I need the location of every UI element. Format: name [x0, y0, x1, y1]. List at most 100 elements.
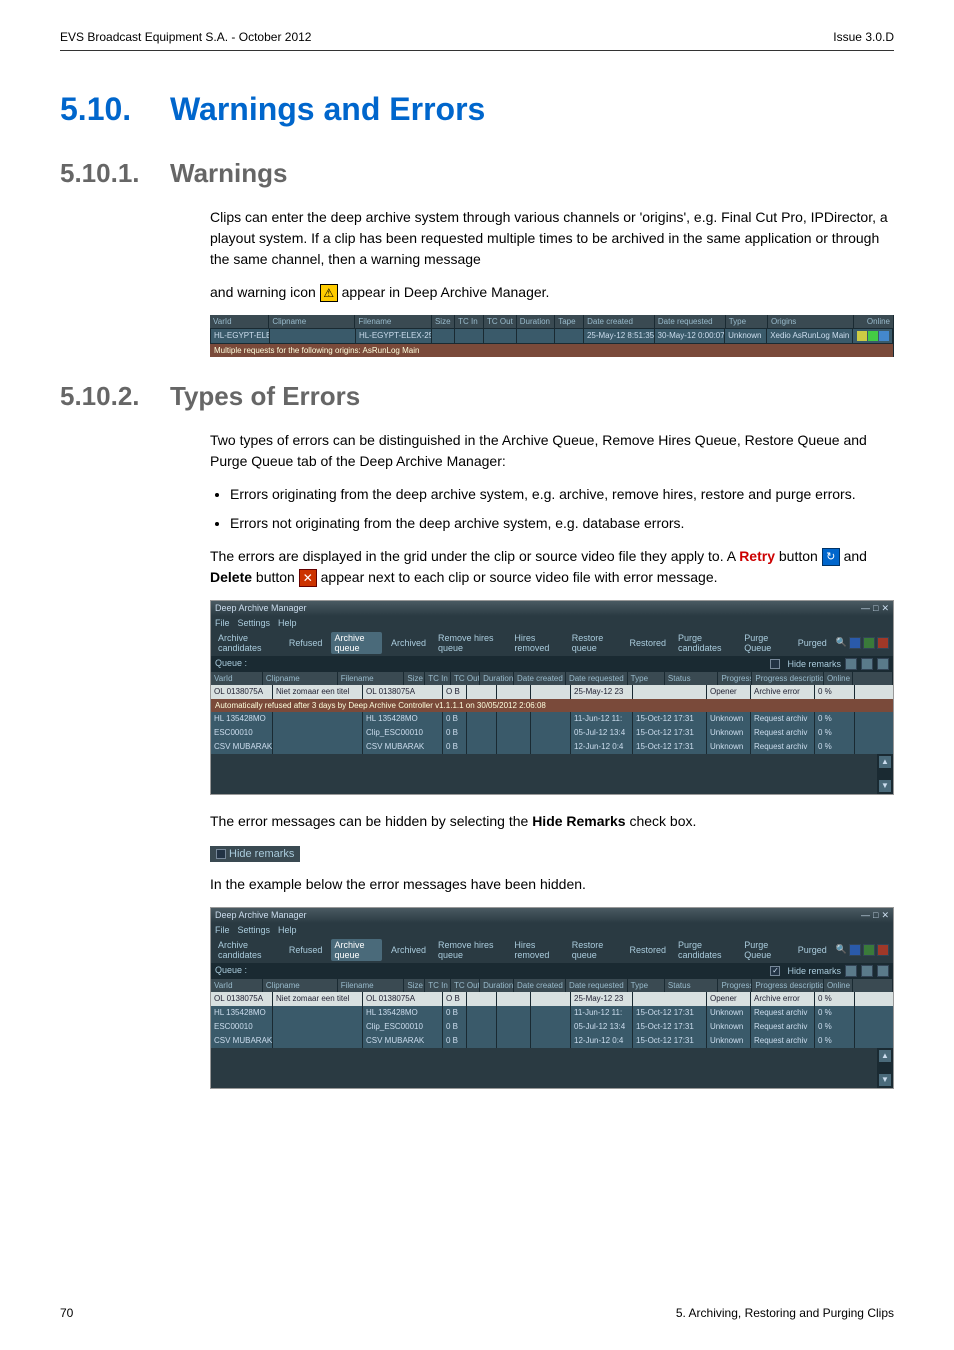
table-row[interactable]: HL 135428MOHL 135428MO0 B11-Jun-12 11:15…: [211, 1006, 894, 1020]
table-row[interactable]: CSV MUBARAKCSV MUBARAK0 B12-Jun-12 0:415…: [211, 740, 894, 754]
tab[interactable]: Hires removed: [511, 939, 562, 961]
col-header[interactable]: TC Out: [451, 979, 480, 992]
toolbar-icon[interactable]: [845, 965, 857, 977]
col-header[interactable]: Size: [404, 979, 425, 992]
tab[interactable]: Purged: [795, 637, 830, 649]
col-header[interactable]: Type: [628, 672, 665, 685]
scroll-up-icon[interactable]: ▲: [879, 1050, 891, 1062]
tab[interactable]: Purged: [795, 944, 830, 956]
toolbar-icon[interactable]: [861, 965, 873, 977]
tab[interactable]: Restore queue: [569, 632, 621, 654]
tab[interactable]: Archive candidates: [215, 632, 280, 654]
col-header[interactable]: Progress: [718, 979, 752, 992]
cell: 0 %: [815, 1034, 855, 1048]
tab[interactable]: Remove hires queue: [435, 632, 505, 654]
tab[interactable]: Archived: [388, 944, 429, 956]
col-header[interactable]: Online: [824, 672, 853, 685]
toolbar-icon[interactable]: [845, 658, 857, 670]
table-row[interactable]: OL 0138075ANiet zomaar een titelOL 01380…: [211, 992, 894, 1006]
col-header[interactable]: Type: [628, 979, 665, 992]
col-header[interactable]: Progress: [718, 672, 752, 685]
hide-remarks-checkbox[interactable]: [770, 659, 780, 669]
toolbar-icon[interactable]: [849, 944, 861, 956]
tab[interactable]: Purge candidates: [675, 632, 735, 654]
scroll-down-icon[interactable]: ▼: [879, 1074, 891, 1086]
minimize-icon[interactable]: —: [861, 910, 870, 920]
col-header[interactable]: VarId: [211, 979, 263, 992]
search-icon[interactable]: 🔍: [836, 637, 847, 649]
menu-item[interactable]: Help: [278, 925, 297, 935]
table-row[interactable]: HL 135428MOHL 135428MO0 B11-Jun-12 11:15…: [211, 712, 894, 726]
col-header[interactable]: Filename: [338, 979, 405, 992]
col-header[interactable]: [853, 672, 893, 685]
scrollbar[interactable]: ▲ ▼: [877, 754, 893, 794]
tab[interactable]: Purge candidates: [675, 939, 735, 961]
col-header[interactable]: Clipname: [263, 672, 338, 685]
hide-remarks-checkbox-demo[interactable]: [216, 849, 226, 859]
menu-item[interactable]: File: [215, 925, 230, 935]
col-header[interactable]: TC In: [425, 979, 451, 992]
col-header[interactable]: Progress descriptio: [752, 979, 824, 992]
col-header[interactable]: Duration: [480, 672, 514, 685]
minimize-icon[interactable]: —: [861, 603, 870, 613]
col-header[interactable]: Size: [404, 672, 425, 685]
cell: Niet zomaar een titel: [273, 685, 363, 699]
toolbar-icon[interactable]: [863, 637, 875, 649]
maximize-icon[interactable]: □: [873, 603, 878, 613]
menu-item[interactable]: File: [215, 618, 230, 628]
tab[interactable]: Archive queue: [331, 939, 382, 961]
close-icon[interactable]: ✕: [881, 910, 889, 920]
table-row[interactable]: ESC00010Clip_ESC000100 B05-Jul-12 13:415…: [211, 726, 894, 740]
toolbar-icon[interactable]: [877, 637, 889, 649]
col-header[interactable]: Date requested: [566, 979, 628, 992]
menu-item[interactable]: Help: [278, 618, 297, 628]
col-header[interactable]: VarId: [211, 672, 263, 685]
tab[interactable]: Restored: [626, 944, 669, 956]
col-header[interactable]: Duration: [480, 979, 514, 992]
col-header[interactable]: Status: [665, 672, 719, 685]
col-header[interactable]: Clipname: [263, 979, 338, 992]
tab[interactable]: Hires removed: [511, 632, 562, 654]
cell: [497, 685, 531, 699]
toolbar-icon[interactable]: [877, 965, 889, 977]
tab[interactable]: Restored: [626, 637, 669, 649]
toolbar-icon[interactable]: [863, 944, 875, 956]
toolbar-icon[interactable]: [849, 637, 861, 649]
col-header[interactable]: Online: [824, 979, 853, 992]
col-header[interactable]: Date created: [514, 979, 566, 992]
col-header[interactable]: Date requested: [566, 672, 628, 685]
toolbar-icon[interactable]: [877, 944, 889, 956]
tab[interactable]: Refused: [286, 637, 326, 649]
hide-remarks-checkbox[interactable]: ✓: [770, 966, 780, 976]
scroll-up-icon[interactable]: ▲: [879, 756, 891, 768]
tab[interactable]: Restore queue: [569, 939, 621, 961]
tab[interactable]: Archive candidates: [215, 939, 280, 961]
col-header[interactable]: Date created: [514, 672, 566, 685]
tab[interactable]: Archive queue: [331, 632, 382, 654]
scrollbar[interactable]: ▲ ▼: [877, 1048, 893, 1088]
tab[interactable]: Purge Queue: [741, 632, 788, 654]
tab[interactable]: Purge Queue: [741, 939, 788, 961]
search-icon[interactable]: 🔍: [836, 944, 847, 956]
col-header[interactable]: Progress descriptio: [752, 672, 824, 685]
tab[interactable]: Refused: [286, 944, 326, 956]
close-icon[interactable]: ✕: [881, 603, 889, 613]
table-row[interactable]: CSV MUBARAKCSV MUBARAK0 B12-Jun-12 0:415…: [211, 1034, 894, 1048]
toolbar-icon[interactable]: [861, 658, 873, 670]
col-header[interactable]: TC In: [425, 672, 451, 685]
maximize-icon[interactable]: □: [873, 910, 878, 920]
tab[interactable]: Archived: [388, 637, 429, 649]
table-row[interactable]: OL 0138075ANiet zomaar een titelOL 01380…: [211, 685, 894, 699]
col-header[interactable]: [853, 979, 893, 992]
toolbar-icon[interactable]: [877, 658, 889, 670]
col-header: Type: [726, 315, 768, 328]
tab[interactable]: Remove hires queue: [435, 939, 505, 961]
col-header[interactable]: TC Out: [451, 672, 480, 685]
scroll-down-icon[interactable]: ▼: [879, 780, 891, 792]
menu-item[interactable]: Settings: [238, 618, 271, 628]
col-header[interactable]: Status: [665, 979, 719, 992]
table-row[interactable]: ESC00010Clip_ESC000100 B05-Jul-12 13:415…: [211, 1020, 894, 1034]
menu-item[interactable]: Settings: [238, 925, 271, 935]
cell: HL 135428MO: [363, 1006, 443, 1020]
col-header[interactable]: Filename: [338, 672, 405, 685]
